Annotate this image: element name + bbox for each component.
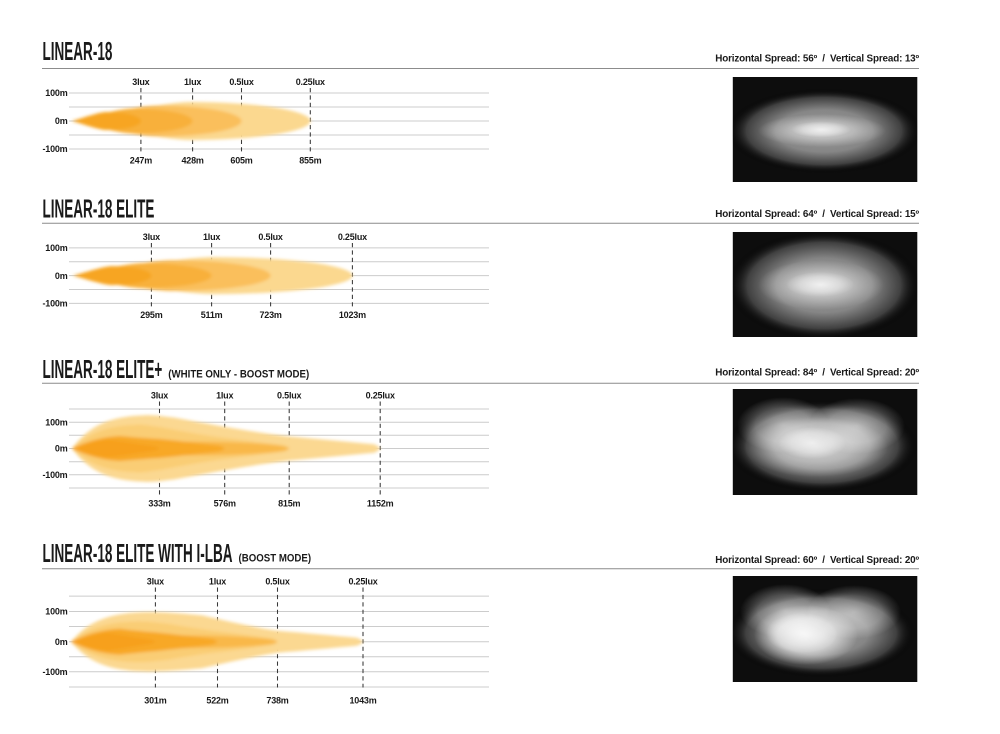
svg-text:247m: 247m xyxy=(130,156,152,166)
svg-text:LINEAR-18 ELITE+: LINEAR-18 ELITE+ xyxy=(43,355,163,384)
svg-text:576m: 576m xyxy=(214,499,236,509)
svg-text:3lux: 3lux xyxy=(151,391,168,401)
svg-text:3lux: 3lux xyxy=(132,77,149,87)
svg-text:100m: 100m xyxy=(45,417,67,427)
svg-text:1lux: 1lux xyxy=(203,232,220,242)
svg-text:301m: 301m xyxy=(144,696,166,706)
svg-text:1152m: 1152m xyxy=(367,499,394,509)
svg-text:0m: 0m xyxy=(55,116,68,126)
svg-text:0m: 0m xyxy=(55,444,68,454)
svg-text:511m: 511m xyxy=(201,310,223,320)
svg-text:1023m: 1023m xyxy=(339,310,366,320)
svg-text:855m: 855m xyxy=(299,156,321,166)
svg-text:Horizontal Spread: 60º / Ver: Horizontal Spread: 60º / Vertical Spread… xyxy=(715,555,919,566)
svg-text:0.25lux: 0.25lux xyxy=(348,577,377,587)
svg-text:0.25lux: 0.25lux xyxy=(338,232,367,242)
svg-text:100m: 100m xyxy=(45,88,67,98)
svg-text:738m: 738m xyxy=(266,696,288,706)
svg-text:(WHITE ONLY - BOOST MODE): (WHITE ONLY - BOOST MODE) xyxy=(168,369,309,381)
svg-text:1lux: 1lux xyxy=(216,391,233,401)
svg-text:522m: 522m xyxy=(206,696,228,706)
svg-text:Horizontal Spread: 64º / Ver: Horizontal Spread: 64º / Vertical Spread… xyxy=(715,209,919,220)
svg-text:0.5lux: 0.5lux xyxy=(229,77,254,87)
svg-text:333m: 333m xyxy=(148,499,170,509)
svg-text:(BOOST MODE): (BOOST MODE) xyxy=(239,553,312,565)
svg-text:0.25lux: 0.25lux xyxy=(366,391,395,401)
svg-text:-100m: -100m xyxy=(42,667,67,677)
svg-text:LINEAR-18 ELITE WITH I-LBA: LINEAR-18 ELITE WITH I-LBA xyxy=(43,539,233,568)
svg-text:0.5lux: 0.5lux xyxy=(265,577,290,587)
svg-text:LINEAR-18 ELITE: LINEAR-18 ELITE xyxy=(43,195,155,224)
svg-text:Horizontal Spread: 84º / Ver: Horizontal Spread: 84º / Vertical Spread… xyxy=(715,367,919,378)
svg-text:0m: 0m xyxy=(55,271,68,281)
svg-text:3lux: 3lux xyxy=(143,232,160,242)
svg-text:723m: 723m xyxy=(259,310,281,320)
svg-text:815m: 815m xyxy=(278,499,300,509)
svg-text:100m: 100m xyxy=(45,243,67,253)
svg-text:Horizontal Spread: 56º / Ver: Horizontal Spread: 56º / Vertical Spread… xyxy=(715,54,919,65)
svg-text:1043m: 1043m xyxy=(349,696,376,706)
svg-text:1lux: 1lux xyxy=(184,77,201,87)
svg-text:428m: 428m xyxy=(181,156,203,166)
svg-text:100m: 100m xyxy=(45,607,67,617)
svg-text:295m: 295m xyxy=(140,310,162,320)
svg-text:605m: 605m xyxy=(230,156,252,166)
svg-text:-100m: -100m xyxy=(42,144,67,154)
svg-text:3lux: 3lux xyxy=(147,577,164,587)
svg-text:0.5lux: 0.5lux xyxy=(258,232,283,242)
svg-text:0.25lux: 0.25lux xyxy=(296,77,325,87)
svg-text:-100m: -100m xyxy=(42,299,67,309)
svg-text:LINEAR-18: LINEAR-18 xyxy=(43,38,113,67)
svg-text:0.5lux: 0.5lux xyxy=(277,391,302,401)
svg-text:1lux: 1lux xyxy=(209,577,226,587)
svg-text:-100m: -100m xyxy=(42,470,67,480)
svg-text:0m: 0m xyxy=(55,637,68,647)
